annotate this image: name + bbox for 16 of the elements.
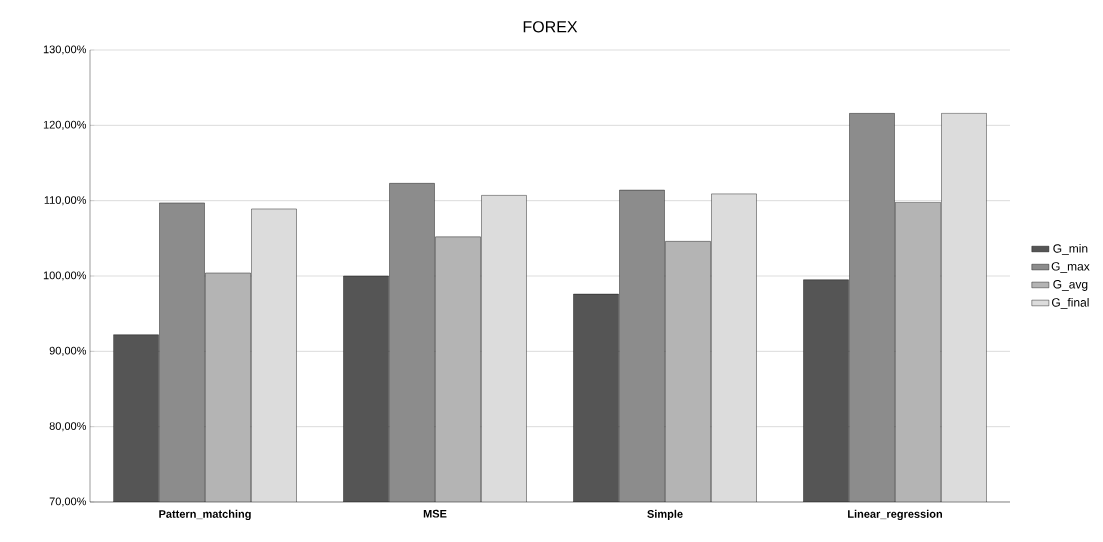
- y-tick-label: 90,00%: [49, 346, 87, 356]
- x-tick-label: Pattern_matching: [159, 509, 251, 521]
- x-tick-label: Simple: [647, 509, 683, 521]
- y-tick-label: 100,00%: [43, 271, 87, 281]
- legend-label: G_avg: [1053, 280, 1088, 291]
- y-tick-label: 80,00%: [49, 422, 87, 432]
- y-tick-label: 70,00%: [49, 497, 87, 507]
- chart-title: FOREX: [523, 21, 578, 33]
- legend-label: G_max: [1051, 262, 1090, 273]
- legend-label: G_min: [1053, 243, 1088, 256]
- y-tick-label: 110,00%: [44, 196, 87, 206]
- y-tick-label: 130,00%: [43, 45, 87, 55]
- x-tick-label: MSE: [423, 509, 447, 518]
- legend-label: G_final: [1052, 297, 1089, 309]
- y-tick-label: 120,00%: [43, 120, 87, 130]
- x-tick-label: Linear_regression: [848, 509, 942, 521]
